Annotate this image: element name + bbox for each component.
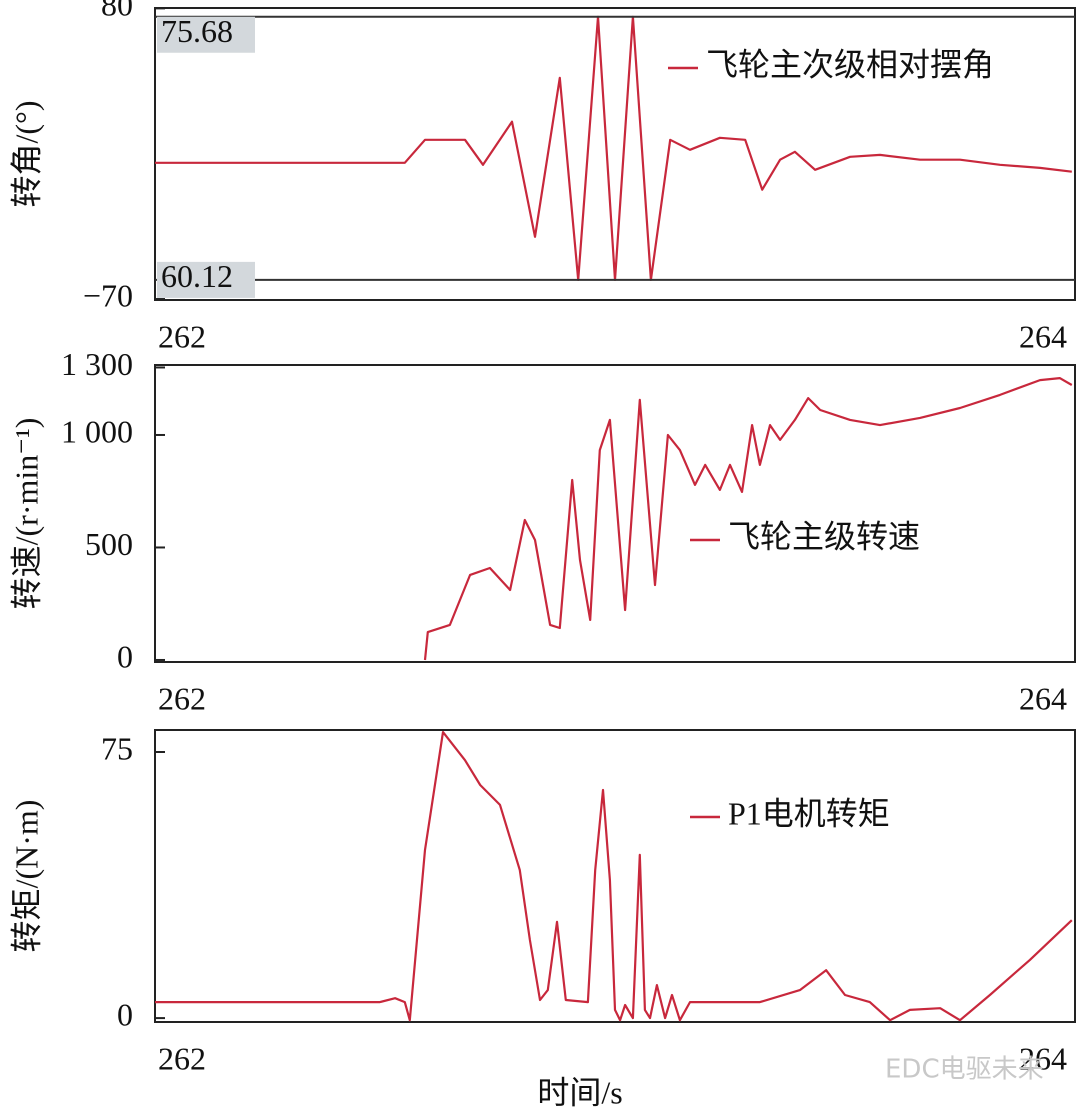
x-tick-label: 262 — [158, 680, 206, 716]
series-line — [155, 15, 1072, 281]
x-axis-label: 时间/s — [537, 1074, 622, 1110]
plot-frame — [154, 364, 1076, 663]
plot-frame — [154, 729, 1076, 1023]
y-tick-label: 0 — [117, 638, 133, 674]
plot-area — [155, 731, 1073, 1022]
cursor-label: 75.68 — [161, 13, 233, 49]
y-tick-label: −70 — [83, 277, 133, 313]
x-tick-label: 264 — [1019, 318, 1067, 354]
plot-area — [423, 377, 1073, 661]
y-tick-label: 500 — [85, 526, 133, 562]
y-axis-label: 转速/(r·min⁻¹) — [8, 418, 44, 610]
y-tick-label: 1 000 — [61, 413, 133, 449]
legend-label: P1电机转矩 — [728, 795, 890, 831]
legend-label: 飞轮主次级相对摆角 — [706, 46, 994, 82]
x-tick-label: 264 — [1019, 1040, 1067, 1076]
y-axis-label: 转矩/(N·m) — [8, 800, 44, 953]
cursor-label: 60.12 — [161, 258, 233, 294]
y-tick-label: 1 300 — [61, 346, 133, 382]
series-line — [155, 731, 1073, 1022]
cursor-label-box — [157, 16, 255, 53]
plot-area — [155, 15, 1072, 281]
y-axis-label: 转角/(°) — [8, 100, 44, 207]
watermark: EDC电驱未来 — [885, 1055, 1044, 1085]
plot-frame — [154, 7, 1076, 301]
x-tick-label: 262 — [158, 318, 206, 354]
cursor-label-box — [157, 261, 255, 298]
x-tick-label: 264 — [1019, 680, 1067, 716]
series-line — [423, 377, 1073, 661]
y-tick-label: 80 — [101, 0, 133, 23]
legend-label: 飞轮主级转速 — [728, 518, 920, 554]
y-tick-label: 75 — [101, 730, 133, 766]
x-tick-label: 262 — [158, 1040, 206, 1076]
y-tick-label: 0 — [117, 996, 133, 1032]
